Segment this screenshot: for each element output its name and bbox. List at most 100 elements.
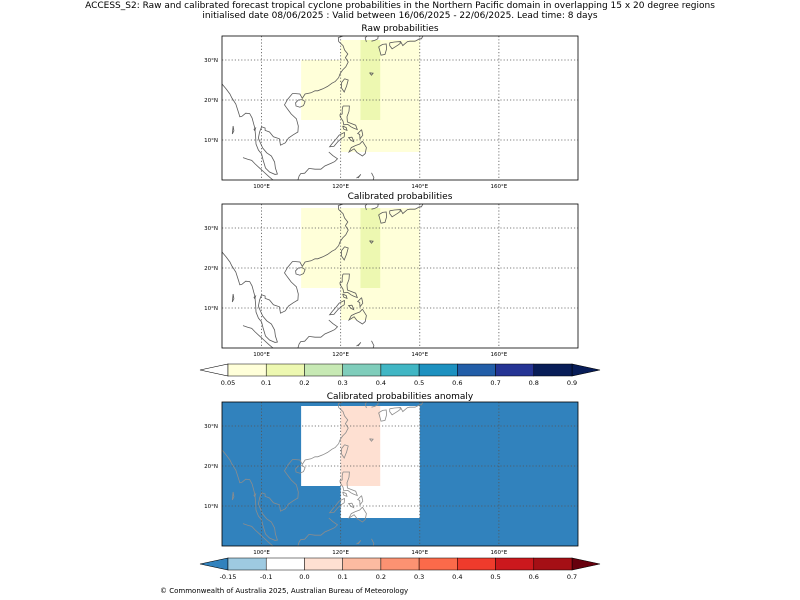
longitude-tick-label: 140°E: [411, 550, 428, 556]
coastline-12: [356, 540, 362, 545]
coastline-11: [371, 340, 375, 348]
probability-colorbar-swatch-2: [304, 363, 343, 377]
anomaly-colorbar-tick-label: 0.5: [490, 573, 500, 581]
longitude-tick-label: 160°E: [491, 550, 508, 556]
panel-content-anomaly: [222, 402, 578, 546]
coastline-7: [328, 132, 345, 148]
anomaly-colorbar-swatch-5: [418, 557, 458, 571]
coastline-9: [297, 151, 339, 180]
coastline-19: [389, 407, 401, 416]
anomaly-colorbar-tick-label: 0.1: [337, 573, 347, 581]
coastline-20: [400, 36, 424, 47]
coastline-3: [339, 273, 358, 299]
coastline-4: [356, 495, 364, 506]
coastline-7: [328, 300, 345, 316]
longitude-tick-label: 140°E: [411, 352, 428, 358]
longitude-tick-label: 140°E: [411, 184, 428, 190]
anomaly-colorbar-swatch-7: [495, 557, 535, 571]
probability-colorbar-tick-label: 0.8: [529, 379, 539, 387]
coastline-15: [378, 409, 388, 422]
anomaly-colorbar-swatch-1: [265, 557, 305, 571]
coastline-3: [339, 105, 358, 131]
coastline-8: [342, 293, 348, 300]
probability-colorbar-tick-label: 0.7: [490, 379, 500, 387]
anomaly-colorbar-tick-label: 0.6: [529, 573, 539, 581]
coastline-18: [371, 402, 379, 408]
coastline-0: [222, 204, 349, 343]
anomaly-colorbar-over-extension: [571, 557, 601, 571]
raw-panel-title: Raw probabilities: [361, 24, 439, 34]
coastline-1: [295, 99, 306, 108]
panel-content-calibrated: [222, 204, 578, 348]
probability-colorbar: 0.05 0.1 0.2 0.3 0.4 0.5 0.6 0.7 0.8 0.9: [199, 363, 601, 387]
longitude-tick-label: 100°E: [253, 184, 270, 190]
anomaly-colorbar-swatch-4: [380, 557, 420, 571]
probability-colorbar-swatch-5: [418, 363, 458, 377]
longitude-tick-label: 160°E: [491, 184, 508, 190]
calibrated-panel-title: Calibrated probabilities: [347, 192, 453, 202]
latitude-tick-label: 10°N: [204, 306, 218, 312]
probability-colorbar-tick-label: 0.3: [337, 379, 347, 387]
latitude-tick-label: 20°N: [204, 464, 218, 470]
anomaly-colorbar-swatch-6: [457, 557, 496, 571]
coastline-20: [400, 402, 424, 413]
coastline-14: [231, 293, 235, 303]
probability-colorbar-tick-label: 0.6: [452, 379, 462, 387]
coastline-11: [371, 172, 375, 180]
latitude-tick-label: 30°N: [204, 424, 218, 430]
probability-colorbar-tick-label: 0.05: [221, 379, 235, 387]
latitude-tick-label: 30°N: [204, 58, 218, 64]
coastline-18: [371, 36, 379, 42]
probability-colorbar-under-extension: [199, 363, 229, 377]
anomaly-colorbar-swatch-8: [533, 557, 573, 571]
coastline-2: [341, 246, 349, 261]
coastline-1: [295, 465, 306, 474]
latitude-tick-label: 20°N: [204, 98, 218, 104]
latitude-tick-label: 10°N: [204, 504, 218, 510]
probability-colorbar-swatch-6: [457, 363, 496, 377]
coastline-3: [339, 471, 358, 497]
coastline-10: [242, 325, 274, 348]
panel-content-raw: [222, 36, 578, 180]
probability-colorbar-tick-label: 0.2: [299, 379, 309, 387]
anomaly-colorbar-swatch-2: [304, 557, 343, 571]
anomaly-colorbar-tick-label: 0.0: [299, 573, 309, 581]
figure-subtitle: initialised date 08/06/2025 : Valid betw…: [202, 11, 598, 21]
anomaly-colorbar-tick-label: 0.3: [414, 573, 424, 581]
figure-title: ACCESS_S2: Raw and calibrated forecast t…: [85, 1, 715, 11]
coastline-9: [297, 517, 339, 546]
coastline-4: [356, 129, 364, 140]
coastline-14: [231, 125, 235, 135]
anomaly-colorbar-tick-label: -0.1: [260, 573, 273, 581]
longitude-tick-label: 100°E: [253, 352, 270, 358]
panel-frame: [221, 35, 579, 181]
anomaly-colorbar-tick-label: 0.4: [452, 573, 462, 581]
probability-colorbar-tick-label: 0.1: [261, 379, 271, 387]
coastline-8: [342, 491, 348, 498]
copyright-notice: © Commonwealth of Australia 2025, Austra…: [160, 587, 409, 595]
coastline-12: [356, 342, 362, 347]
coastline-18: [371, 204, 379, 210]
latitude-tick-label: 10°N: [204, 138, 218, 144]
probability-region-3: [360, 40, 381, 120]
longitude-tick-label: 120°E: [332, 352, 349, 358]
probability-colorbar-swatch-8: [533, 363, 573, 377]
longitude-tick-label: 120°E: [332, 184, 349, 190]
coastline-5: [347, 140, 367, 157]
probability-colorbar-swatch-1: [265, 363, 305, 377]
map-panel-raw: 100°E 120°E 140°E 160°E 10°N 20°N 30°N: [204, 35, 579, 190]
anomaly-panel-title: Calibrated probabilities anomaly: [326, 392, 474, 402]
anomaly-colorbar-tick-label: 0.7: [567, 573, 577, 581]
coastline-12: [356, 174, 362, 179]
coastline-10: [242, 523, 274, 546]
latitude-tick-label: 30°N: [204, 226, 218, 232]
coastline-16: [369, 72, 374, 76]
coastline-19: [389, 209, 401, 218]
probability-colorbar-swatch-3: [342, 363, 382, 377]
coastline-17: [364, 402, 368, 409]
anomaly-colorbar-under-extension: [199, 557, 229, 571]
coastline-16: [369, 240, 374, 244]
coastline-9: [297, 319, 339, 348]
probability-colorbar-swatch-0: [227, 363, 267, 377]
